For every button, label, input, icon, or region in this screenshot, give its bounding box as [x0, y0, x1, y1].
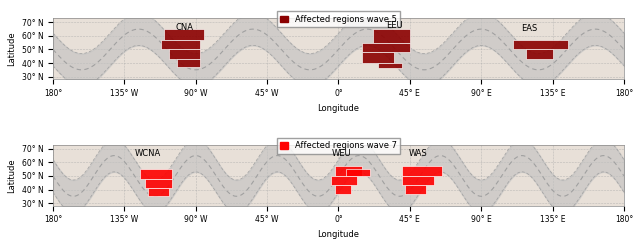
- Bar: [177, 59, 200, 67]
- Bar: [405, 185, 426, 194]
- Bar: [53, 18, 624, 79]
- Bar: [148, 188, 169, 196]
- X-axis label: Longitude: Longitude: [317, 230, 360, 239]
- Bar: [362, 43, 410, 52]
- Bar: [525, 49, 552, 59]
- X-axis label: Longitude: Longitude: [317, 104, 360, 113]
- Bar: [513, 40, 568, 49]
- Bar: [362, 52, 394, 63]
- Text: EAS: EAS: [521, 24, 537, 33]
- Text: WAS: WAS: [408, 149, 427, 158]
- Bar: [161, 40, 200, 49]
- Legend: Affected regions wave 5: Affected regions wave 5: [276, 12, 400, 27]
- Y-axis label: Latitude: Latitude: [7, 31, 16, 66]
- Bar: [140, 169, 172, 179]
- Text: CNA: CNA: [175, 23, 194, 32]
- Bar: [53, 145, 624, 206]
- Bar: [330, 176, 358, 185]
- Bar: [164, 29, 204, 40]
- Bar: [373, 29, 410, 43]
- Text: WEU: WEU: [332, 149, 351, 158]
- Bar: [402, 176, 434, 185]
- Bar: [402, 167, 442, 176]
- Text: WCNA: WCNA: [135, 149, 161, 158]
- Legend: Affected regions wave 7: Affected regions wave 7: [276, 138, 400, 154]
- Bar: [335, 185, 351, 194]
- Text: EEU: EEU: [386, 21, 403, 31]
- Bar: [145, 179, 172, 188]
- Bar: [346, 169, 370, 176]
- Bar: [335, 167, 362, 176]
- Bar: [169, 49, 200, 59]
- Bar: [378, 63, 402, 68]
- Y-axis label: Latitude: Latitude: [7, 158, 16, 193]
